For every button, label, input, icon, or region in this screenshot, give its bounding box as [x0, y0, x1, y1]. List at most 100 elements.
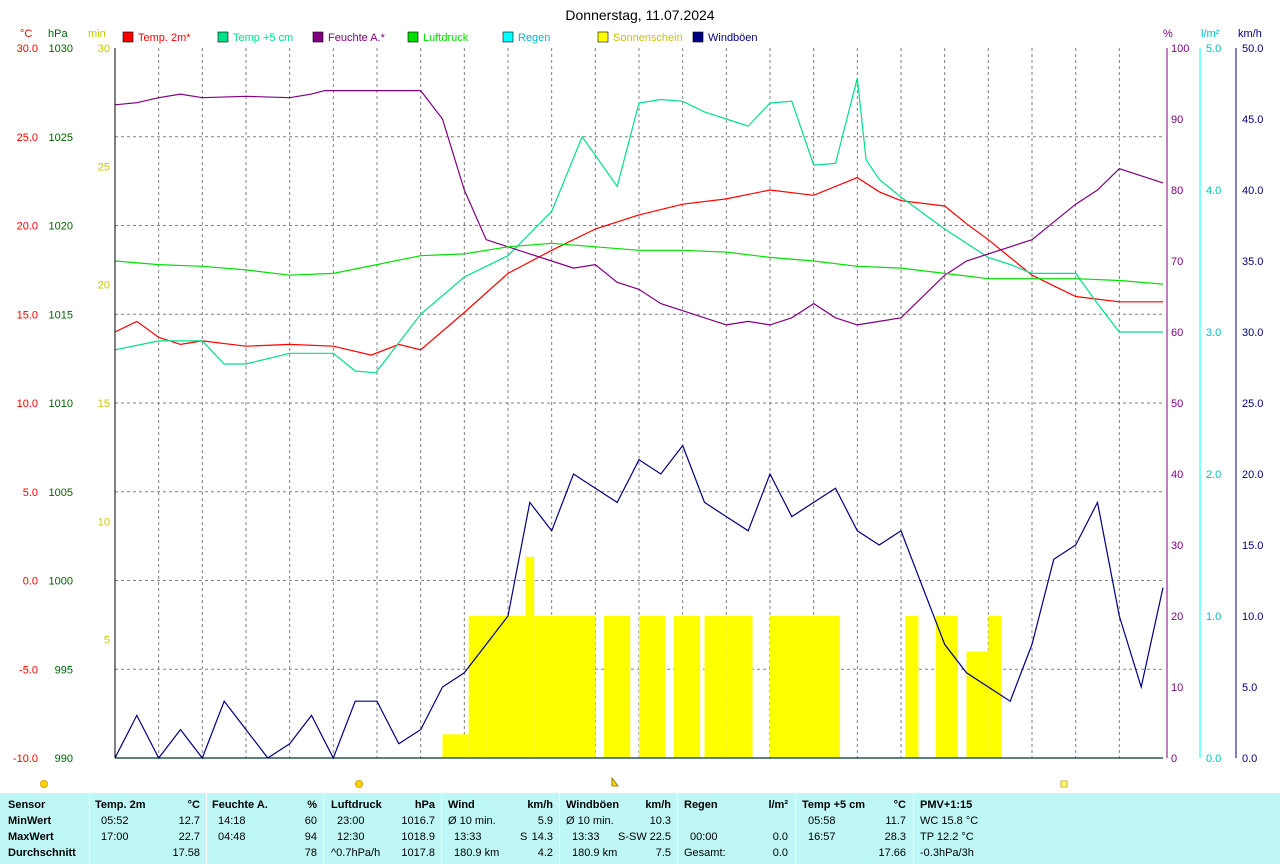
legend-swatch [407, 31, 419, 43]
temp5cm-header: Temp +5 cm [802, 799, 866, 811]
regen-header: Regen [684, 799, 718, 811]
temp2m-max-value: 22.7 [178, 831, 200, 843]
temp-tick-label: 15.0 [17, 309, 38, 321]
temp-tick-label: 0.0 [23, 576, 38, 588]
feuchte-unit: % [307, 799, 317, 811]
luftdruck-min-value: 1016.7 [401, 815, 435, 827]
pressure-tick-label: 1015 [49, 309, 73, 321]
sunshine-bar [442, 734, 469, 758]
regen-unit: l/m² [768, 799, 788, 811]
legend-label: Temp. 2m* [138, 32, 191, 44]
rain-tick-label: 5.0 [1206, 43, 1221, 55]
sunshine-bar [935, 616, 958, 758]
sunshine-tick-label: 15 [98, 398, 110, 410]
feuchte-avg-value: 78 [304, 847, 317, 859]
pressure-line [114, 242, 1164, 285]
humidity-tick-label: 30 [1171, 540, 1183, 552]
maxwert-label: MaxWert [8, 831, 54, 843]
temp2m-avg-value: 17.58 [172, 847, 200, 859]
humidity-tick-label: 100 [1171, 43, 1189, 55]
rain-unit-label: l/m² [1201, 28, 1220, 40]
weather-chart: 30.025.020.015.010.05.00.0-5.0-10.010301… [13, 7, 1263, 788]
stats-temp5cm-column: Temp +5 cm °C 05:58 11.7 16:57 28.3 17.66 [802, 793, 906, 864]
temp2m-min-time: 05:52 [101, 815, 129, 827]
pressure-unit-label: hPa [48, 28, 68, 40]
legend-swatch [502, 31, 514, 43]
wind-tick-label: 5.0 [1242, 682, 1257, 694]
pressure-tick-label: 1000 [49, 576, 73, 588]
humidity-unit-label: % [1163, 28, 1173, 40]
stats-windboeen-column: Windböen km/h Ø 10 min. 10.3 13:33 S-SW 22.5… [566, 793, 671, 864]
wind-min-value: 5.9 [537, 815, 553, 827]
wind-max-time: 13:33 [454, 831, 482, 843]
humidity-line [114, 89, 1164, 326]
pmv-pressure-trend: -0.3hPa/3h [920, 847, 974, 859]
stats-pmv-column: PMV+1:15 WC 15.8 °C TP 12.2 °C -0.3hPa/3… [920, 793, 1030, 864]
pressure-tick-label: 1025 [49, 132, 73, 144]
pmv-dewpoint: TP 12.2 °C [920, 831, 974, 843]
legend-swatch [122, 31, 134, 43]
durchschnitt-label: Durchschnitt [8, 847, 76, 859]
stats-temp2m-column: Temp. 2m °C 05:52 12.7 17:00 22.7 17.58 [95, 793, 200, 864]
luftdruck-avg-value: 1017.8 [401, 847, 435, 859]
legend-swatch [217, 31, 229, 43]
rain-tick-label: 2.0 [1206, 469, 1221, 481]
sunset-icon [1060, 780, 1068, 788]
chart-title: Donnerstag, 11.07.2024 [565, 7, 714, 23]
luftdruck-trend: ^0.7hPa/h [331, 847, 381, 859]
sun-marker-icon [355, 780, 363, 788]
luftdruck-unit: hPa [414, 799, 435, 811]
regen-max-value: 0.0 [772, 831, 788, 843]
wind-tick-label: 20.0 [1242, 469, 1263, 481]
sunshine-bar [905, 616, 919, 758]
legend-swatch [692, 31, 704, 43]
wind-tick-label: 40.0 [1242, 185, 1263, 197]
temp-tick-label: 10.0 [17, 398, 38, 410]
feuchte-min-time: 14:18 [218, 815, 246, 827]
humidity-tick-label: 60 [1171, 327, 1183, 339]
windboeen-max-direction: S-SW [618, 831, 647, 843]
legend-label: Feuchte A.* [328, 32, 386, 44]
sunshine-tick-label: 30 [98, 43, 110, 55]
pressure-tick-label: 1005 [49, 487, 73, 499]
wind-tick-label: 25.0 [1242, 398, 1263, 410]
wind-max-value: 14.3 [531, 831, 553, 843]
temp2m-max-time: 17:00 [101, 831, 129, 843]
sunshine-unit-label: min [88, 28, 106, 40]
legend-label: Regen [518, 32, 550, 44]
wind-tick-label: 50.0 [1242, 43, 1263, 55]
temp-5cm-line [114, 78, 1163, 374]
pressure-tick-label: 990 [55, 753, 73, 765]
sunshine-bar [770, 616, 840, 758]
temp5cm-max-value: 28.3 [884, 831, 906, 843]
humidity-tick-label: 90 [1171, 114, 1183, 126]
wind-tick-label: 15.0 [1242, 540, 1263, 552]
wind-min-label: Ø 10 min. [448, 815, 496, 827]
noon-marker-icon [611, 776, 619, 787]
wind-unit: km/h [527, 799, 553, 811]
temp-tick-label: -10.0 [13, 753, 38, 765]
temp5cm-unit: °C [893, 799, 906, 811]
humidity-tick-label: 70 [1171, 256, 1183, 268]
temp2m-unit: °C [187, 799, 200, 811]
regen-total-value: 0.0 [772, 847, 788, 859]
pressure-tick-label: 1010 [49, 398, 73, 410]
windboeen-max-value: 22.5 [649, 831, 671, 843]
wind-distance: 180.9 km [454, 847, 500, 859]
wind-tick-label: 35.0 [1242, 256, 1263, 268]
windboeen-distance: 180.9 km [572, 847, 618, 859]
legend-label: Windböen [708, 32, 758, 44]
temp-unit-label: °C [20, 28, 32, 40]
pressure-tick-label: 1020 [49, 221, 73, 233]
temp-tick-label: 5.0 [23, 487, 38, 499]
stats-wind-column: Wind km/h Ø 10 min. 5.9 13:33 S 14.3 180.9 k… [448, 793, 553, 864]
windboeen-avg-value: 7.5 [655, 847, 671, 859]
regen-total-label: Gesamt: [684, 847, 726, 859]
temp5cm-min-time: 05:58 [808, 815, 836, 827]
temp-tick-label: -5.0 [19, 664, 38, 676]
temp-tick-label: 30.0 [17, 43, 38, 55]
sunshine-bar [704, 616, 727, 758]
rain-tick-label: 4.0 [1206, 185, 1221, 197]
sunshine-tick-label: 25 [98, 161, 110, 173]
temp-tick-label: 20.0 [17, 221, 38, 233]
